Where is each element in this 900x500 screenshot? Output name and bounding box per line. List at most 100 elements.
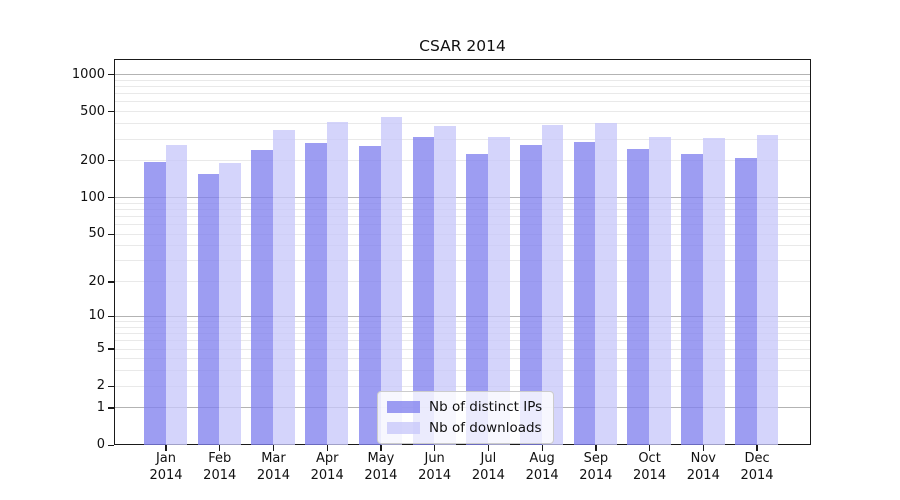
gridline-minor-3 [115,370,810,372]
y-axis-tick-10 [108,315,114,318]
x-label-month: Aug [529,451,555,466]
gridline-minor-30 [115,260,810,262]
x-label-month: May [367,451,395,466]
x-label-year: 2014 [579,467,613,483]
x-tick-label-sep: Sep 2014 [556,451,636,484]
bar-ips-may [358,146,381,445]
x-axis-tick-feb [219,445,221,451]
x-label-month: Jul [480,451,497,466]
y-tick-label-20: 20 [88,273,105,289]
x-tick-label-oct: Oct 2014 [610,451,690,484]
x-tick-label-jul: Jul 2014 [448,451,528,484]
legend-label-downloads: Nb of downloads [429,420,542,436]
bar-ips-jun [412,136,435,445]
x-tick-label-aug: Aug 2014 [502,451,582,484]
gridline-minor-5 [115,348,810,350]
bar-downloads-dec [756,135,779,445]
x-label-month: Dec [744,451,770,466]
y-axis-tick-200 [108,160,114,162]
x-axis-tick-jul [487,445,490,451]
bar-downloads-may [380,117,403,445]
gridline-minor-20 [115,281,810,283]
x-tick-label-apr: Apr 2014 [287,451,367,484]
y-tick-label-50: 50 [88,226,105,242]
gridline-minor-600 [115,101,810,103]
y-axis-tick-5 [108,348,114,350]
x-axis-tick-mar [272,445,275,451]
gridline-minor-8 [115,326,810,328]
gridline-major-1000 [115,74,810,76]
bar-ips-aug [520,145,542,445]
gridline-minor-700 [115,93,810,95]
gridline-minor-2 [115,385,810,387]
y-axis-tick-20 [108,281,114,283]
bar-downloads-feb [219,162,242,445]
x-label-year: 2014 [310,467,344,483]
bar-ips-jul [466,153,488,445]
gridline-minor-7 [115,333,810,335]
x-axis-tick-sep [595,445,597,451]
x-label-year: 2014 [471,467,505,483]
bar-downloads-sep [595,123,618,445]
gridline-minor-80 [115,208,810,210]
y-tick-label-100: 100 [80,189,105,205]
y-axis-tick-2 [108,385,114,387]
legend-label-distinct-ips: Nb of distinct IPs [429,399,543,415]
y-tick-label-1: 1 [96,399,105,415]
bar-ips-mar [251,150,274,445]
bar-ips-apr [305,143,327,445]
x-tick-label-dec: Dec 2014 [717,451,797,484]
bar-ips-sep [573,142,596,445]
x-label-year: 2014 [418,467,452,483]
x-label-month: Mar [261,451,286,466]
x-label-year: 2014 [525,467,559,483]
gridline-minor-6 [115,340,810,342]
x-axis-tick-may [380,445,382,451]
gridline-major-10 [115,316,810,317]
x-label-year: 2014 [364,467,398,483]
bar-ips-oct [627,149,650,445]
y-axis-tick-0 [108,444,114,446]
chart-title: CSAR 2014 [419,37,506,55]
x-axis-tick-aug [541,445,543,451]
x-axis-tick-apr [326,445,328,451]
x-tick-label-jan: Jan 2014 [126,451,206,484]
y-axis-tick-100 [108,197,114,199]
bar-downloads-nov [702,137,725,445]
x-label-month: Apr [315,451,339,466]
x-label-month: Oct [638,451,661,466]
gridline-minor-50 [115,233,810,235]
bar-downloads-jan [165,145,188,445]
y-tick-label-10: 10 [88,308,105,324]
x-axis-tick-jan [165,445,167,451]
x-label-month: Feb [208,451,232,466]
x-label-month: Jun [424,451,445,466]
x-tick-label-nov: Nov 2014 [663,451,743,484]
bar-downloads-jun [434,125,456,445]
gridline-minor-40 [115,245,810,247]
x-label-year: 2014 [740,467,774,483]
x-axis-tick-oct [648,445,651,451]
gridline-minor-300 [115,138,810,140]
plot-area [114,59,811,445]
gridline-minor-500 [115,111,810,113]
gridline-minor-9 [115,321,810,323]
y-axis-tick-500 [108,111,114,113]
legend-row-distinct-ips: Nb of distinct IPs [387,399,542,415]
gridline-minor-4 [115,358,810,360]
x-tick-label-mar: Mar 2014 [233,451,313,484]
legend-swatch-downloads [387,421,420,435]
y-axis-tick-50 [108,233,114,235]
x-label-month: Nov [690,451,716,466]
y-axis-tick-1 [108,407,114,409]
y-tick-label-1000: 1000 [71,66,105,82]
x-label-year: 2014 [203,467,237,483]
x-axis-tick-jun [434,445,436,451]
gridline-minor-900 [115,79,810,81]
bar-downloads-aug [541,125,564,445]
x-tick-label-feb: Feb 2014 [180,451,260,484]
y-tick-label-0: 0 [96,437,105,452]
gridline-minor-60 [115,224,810,226]
gridline-major-100 [115,197,810,199]
